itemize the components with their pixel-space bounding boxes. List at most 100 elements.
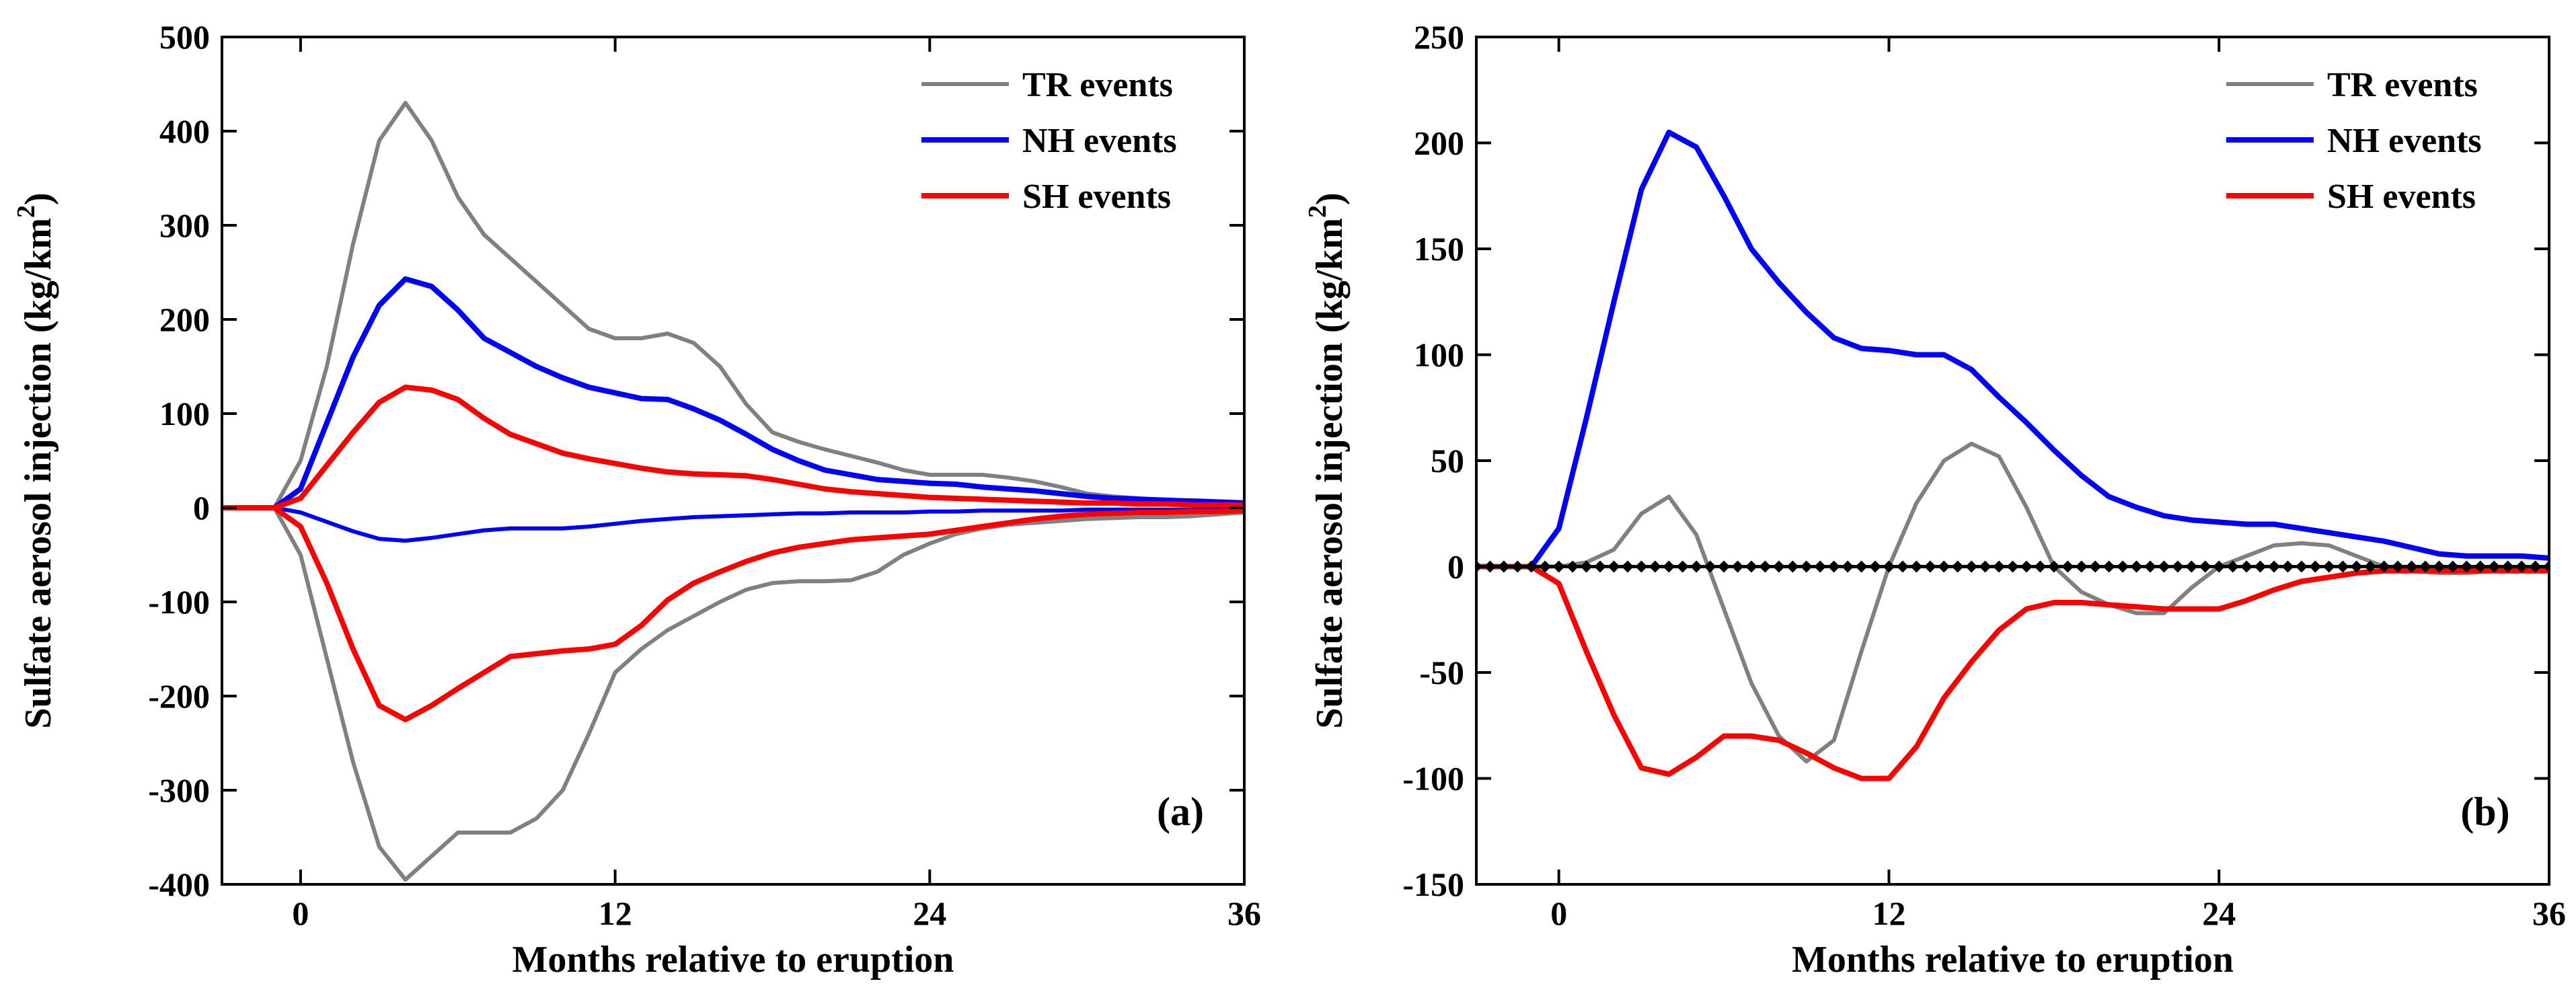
legend-label: TR events xyxy=(1022,66,1173,104)
x-tick-label: 12 xyxy=(599,894,632,932)
zero-marker xyxy=(1883,560,1895,573)
zero-marker xyxy=(2171,560,2184,573)
zero-marker xyxy=(1910,560,1923,573)
zero-marker xyxy=(2322,560,2335,573)
zero-marker xyxy=(2020,560,2033,573)
zero-marker xyxy=(2281,560,2294,573)
series-line-sh-events xyxy=(1476,564,2549,781)
zero-marker xyxy=(2185,560,2198,573)
x-tick-label: 24 xyxy=(2202,894,2236,932)
series-line-sh-events-upper xyxy=(222,384,1244,510)
x-tick-label: 0 xyxy=(1550,894,1567,932)
zero-marker xyxy=(1607,560,1620,573)
zero-marker xyxy=(1704,560,1716,573)
series-line-nh-events-lower xyxy=(222,506,1244,543)
zero-marker xyxy=(1938,560,1950,573)
zero-marker xyxy=(1759,560,1772,573)
zero-marker xyxy=(1649,560,1661,573)
y-tick-label: -200 xyxy=(148,677,210,715)
zero-marker xyxy=(2460,560,2473,573)
legend: TR events NH events SH events xyxy=(2226,66,2482,216)
zero-marker xyxy=(2515,560,2528,573)
zero-marker xyxy=(1690,560,1703,573)
zero-marker xyxy=(2433,560,2446,573)
zero-marker xyxy=(2144,560,2156,573)
zero-marker xyxy=(2488,560,2501,573)
legend-label: SH events xyxy=(1022,178,1171,216)
y-axis-label: Sulfate aerosol injection (kg/km2) xyxy=(12,192,59,728)
y-tick-label: 250 xyxy=(1414,18,1464,56)
zero-marker xyxy=(1621,560,1634,573)
zero-marker xyxy=(1951,560,1964,573)
zero-marker xyxy=(1635,560,1648,573)
x-tick-label: 12 xyxy=(1872,894,1905,932)
zero-marker xyxy=(2158,560,2170,573)
zero-marker xyxy=(2226,560,2239,573)
x-tick-label: 0 xyxy=(292,894,309,932)
y-tick-label: 50 xyxy=(1431,442,1464,479)
zero-marker xyxy=(1896,560,1909,573)
zero-marker xyxy=(2075,560,2088,573)
zero-marker xyxy=(2392,560,2404,573)
zero-marker xyxy=(2213,560,2226,573)
legend-label: SH events xyxy=(2327,178,2476,216)
panel-b: -150 -100 -50 0 50 100 150 200 250 0 12 24 36 Months … xyxy=(1303,18,2566,981)
series-line-tr-events-lower xyxy=(222,506,1244,882)
y-axis-label-sup: 2 xyxy=(1303,205,1332,218)
zero-marker xyxy=(1566,560,1579,573)
y-tick-label: -100 xyxy=(148,583,210,621)
zero-marker xyxy=(1594,560,1607,573)
panel-label: (b) xyxy=(2460,790,2509,834)
zero-marker xyxy=(2501,560,2514,573)
y-axis-label-main: Sulfate aerosol injection (kg/km xyxy=(1309,218,1351,729)
y-tick-label: -150 xyxy=(1402,866,1464,903)
zero-marker xyxy=(2254,560,2267,573)
y-axis-label-close: ) xyxy=(17,192,59,205)
zero-marker xyxy=(1827,560,1840,573)
y-tick-label: 150 xyxy=(1414,230,1464,268)
x-axis-label: Months relative to eruption xyxy=(513,939,954,981)
zero-marker xyxy=(2047,560,2060,573)
zero-marker xyxy=(2364,560,2377,573)
y-tick-label: 500 xyxy=(159,18,210,56)
zero-marker xyxy=(2446,560,2459,573)
series-line-tr-events-upper xyxy=(222,101,1244,510)
panel-label: (a) xyxy=(1157,790,1204,834)
y-tick-label: 100 xyxy=(1414,336,1464,374)
x-tick-label: 36 xyxy=(1227,894,1261,932)
series-group xyxy=(222,101,1244,882)
zero-marker xyxy=(2103,560,2115,573)
zero-marker xyxy=(2006,560,2019,573)
series-line-nh-events-upper xyxy=(222,276,1244,510)
zero-marker xyxy=(2405,560,2418,573)
zero-marker xyxy=(2378,560,2390,573)
y-tick-label: -300 xyxy=(148,771,210,809)
legend-label: TR events xyxy=(2327,66,2478,104)
zero-marker xyxy=(2089,560,2102,573)
zero-marker xyxy=(2295,560,2308,573)
y-tick-label: 100 xyxy=(159,395,210,432)
zero-marker xyxy=(2474,560,2487,573)
zero-marker xyxy=(1842,560,1854,573)
zero-marker xyxy=(2061,560,2074,573)
legend: TR events NH events SH events xyxy=(921,66,1177,216)
zero-marker xyxy=(1497,560,1510,573)
legend-label: NH events xyxy=(2327,122,2482,160)
zero-marker xyxy=(2309,560,2322,573)
y-axis-label-close: ) xyxy=(1309,192,1351,205)
y-tick-label: -50 xyxy=(1419,654,1464,691)
series-group xyxy=(1476,129,2549,781)
y-tick-label: -100 xyxy=(1402,760,1464,798)
y-tick-label: 200 xyxy=(159,301,210,338)
zero-marker xyxy=(1676,560,1689,573)
zero-marker xyxy=(1580,560,1593,573)
zero-marker xyxy=(1745,560,1757,573)
zero-marker xyxy=(2130,560,2143,573)
axes-frame xyxy=(221,36,1246,886)
zero-marker xyxy=(1855,560,1868,573)
legend-label: NH events xyxy=(1022,122,1177,160)
zero-marker xyxy=(1731,560,1744,573)
zero-marker xyxy=(2350,560,2363,573)
zero-marker xyxy=(1924,560,1936,573)
